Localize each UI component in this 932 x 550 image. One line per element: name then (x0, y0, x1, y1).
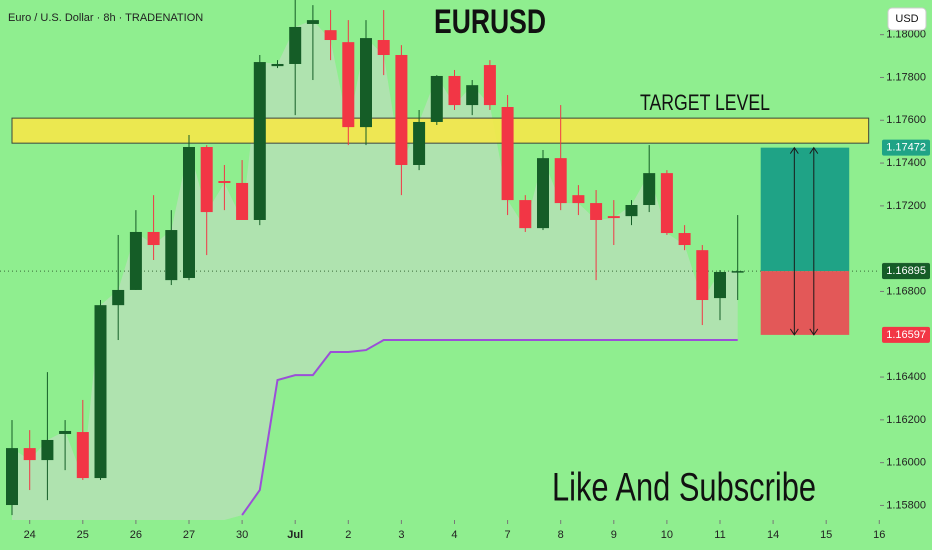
candle-body (713, 271, 726, 299)
trend-fill (12, 20, 738, 520)
candle-body (200, 147, 213, 213)
candle-body (129, 231, 142, 290)
x-tick-label: 11 (714, 529, 725, 541)
x-tick-label: 30 (236, 529, 248, 541)
arrow-head (809, 146, 819, 336)
y-tick-label: 1.16200 (886, 414, 926, 426)
annotation: TARGET LEVEL (640, 90, 770, 115)
candle-body (6, 448, 19, 506)
x-tick-label: 15 (820, 529, 832, 541)
x-tick-label: Jul (287, 529, 303, 541)
x-tick-label: 7 (505, 529, 511, 541)
y-tick-label: 1.18000 (886, 29, 926, 41)
arrow-head (789, 146, 799, 336)
candle-body (536, 158, 549, 229)
candle-body (643, 173, 656, 206)
candle-body (731, 271, 744, 273)
candle-body (395, 54, 408, 165)
candle-body (413, 121, 426, 165)
candle-body (147, 231, 160, 246)
candle-body (236, 182, 249, 220)
candle-body (607, 216, 620, 219)
candle-body (253, 62, 266, 220)
trail-line (241, 339, 738, 516)
candle-body (678, 233, 691, 246)
x-tick-label: 26 (130, 529, 142, 541)
footer-text: Like And Subscribe (552, 466, 816, 510)
candle-body (112, 289, 125, 306)
candle-body (590, 203, 603, 220)
x-tick-label: 8 (558, 529, 564, 541)
currency-button[interactable] (887, 7, 927, 31)
candle-body (501, 106, 514, 201)
candle-body (182, 147, 195, 278)
chart-title: EURUSD (434, 3, 546, 41)
candle-body (377, 40, 390, 55)
candle-body (306, 20, 319, 24)
x-tick-label: 27 (183, 529, 195, 541)
candle-body (660, 173, 673, 234)
candle-body (359, 38, 372, 128)
price-badge-label: 1.16597 (886, 329, 926, 341)
x-tick-label: 14 (767, 529, 779, 541)
profit-box (760, 147, 850, 272)
candle-body (430, 75, 443, 122)
price-badge (882, 139, 930, 156)
candle-body (519, 200, 532, 229)
currency-label: USD (895, 13, 918, 25)
y-tick-label: 1.16400 (886, 371, 926, 383)
candle-body (218, 181, 231, 183)
y-tick-label: 1.15800 (886, 499, 926, 511)
candle-body (625, 205, 638, 217)
candle-body (324, 30, 337, 41)
x-tick-label: 10 (661, 529, 673, 541)
y-tick-label: 1.17800 (886, 71, 926, 83)
candle-body (76, 432, 89, 479)
x-tick-label: 9 (611, 529, 617, 541)
y-tick-label: 1.17600 (886, 114, 926, 126)
candle-body (165, 230, 178, 281)
candle-body (271, 63, 284, 67)
loss-box (760, 271, 850, 335)
x-tick-label: 25 (77, 529, 89, 541)
candle-body (23, 448, 36, 461)
candle-body (696, 250, 709, 301)
candle-body (572, 195, 585, 204)
header: Euro / U.S. Dollar · 8h · TRADENATION (8, 12, 203, 24)
x-tick-label: 16 (873, 529, 885, 541)
candle-body (94, 305, 107, 479)
price-badge (882, 326, 930, 343)
candle-body (289, 26, 302, 64)
price-badge-label: 1.16895 (886, 265, 926, 277)
candle-body (342, 42, 355, 128)
candle-body (448, 75, 461, 106)
candle-body (466, 85, 479, 106)
candle-body (41, 439, 54, 461)
y-tick-label: 1.17200 (886, 200, 926, 212)
candle-body (483, 65, 496, 106)
x-tick-label: 3 (398, 529, 404, 541)
y-tick-label: 1.17400 (886, 157, 926, 169)
y-tick-label: 1.16800 (886, 285, 926, 297)
x-tick-label: 24 (24, 529, 36, 541)
price-badge-label: 1.17472 (886, 142, 926, 154)
candle-body (554, 158, 567, 204)
x-tick-label: 2 (345, 529, 351, 541)
price-badge (882, 263, 930, 280)
x-tick-label: 4 (451, 529, 457, 541)
candle-body (59, 430, 72, 434)
y-tick-label: 1.16000 (886, 457, 926, 469)
